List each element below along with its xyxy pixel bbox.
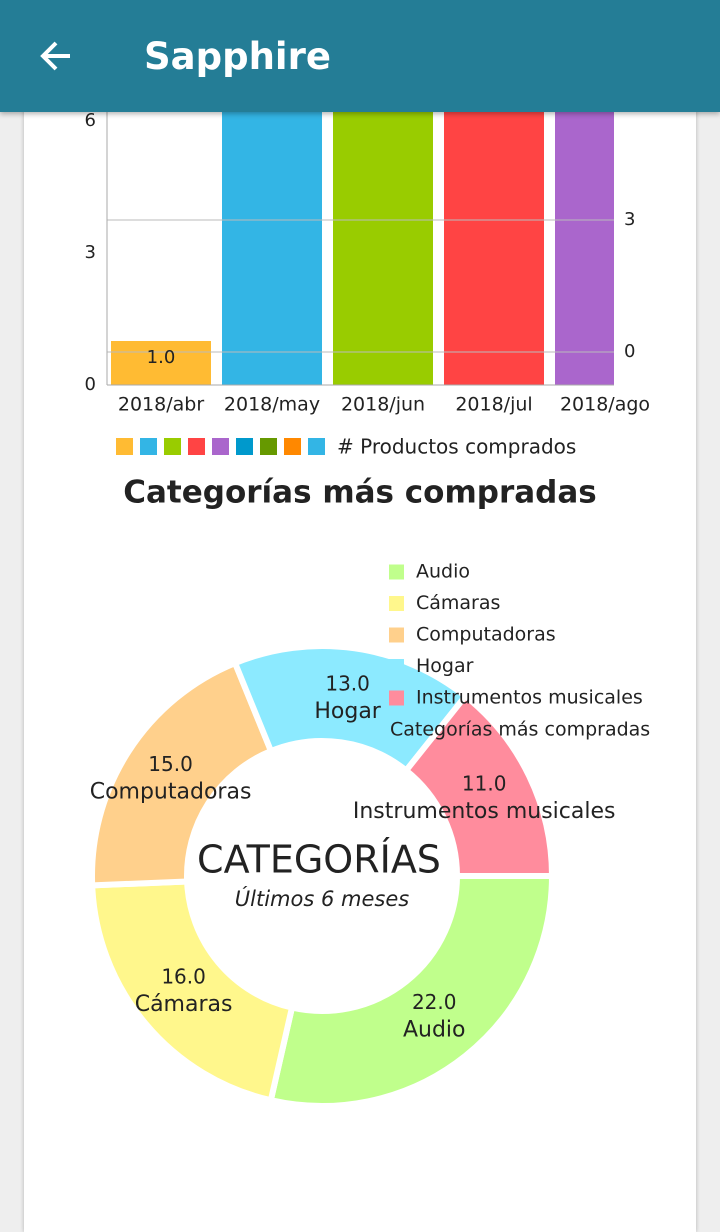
bar	[111, 341, 211, 385]
x-tick-label: 2018/jul	[455, 394, 532, 416]
slice-value-label: 15.0	[148, 752, 193, 776]
legend-swatch	[389, 690, 404, 706]
y2-tick-label: 3	[624, 209, 635, 230]
legend-swatch	[116, 438, 133, 455]
slice-category-label: Audio	[403, 1018, 466, 1043]
slice-category-label: Computadoras	[90, 780, 252, 805]
app-title: Sapphire	[144, 35, 331, 78]
y-tick-label: 6	[85, 110, 96, 131]
center-subtitle: Últimos 6 meses	[235, 886, 409, 911]
slice-value-label: 16.0	[161, 965, 206, 989]
slice-value-label: 22.0	[412, 990, 457, 1014]
legend-swatch	[308, 438, 325, 455]
slice-category-label: Instrumentos musicales	[353, 799, 616, 824]
back-button[interactable]	[36, 36, 76, 76]
legend-swatch	[389, 627, 404, 643]
hole-ring	[185, 739, 459, 1013]
legend-swatch	[140, 438, 157, 455]
legend-label: Audio	[416, 561, 470, 583]
center-title: CATEGORÍAS	[197, 838, 441, 882]
x-tick-label: 2018/abr	[118, 394, 204, 416]
slice-category-label: Cámaras	[135, 992, 233, 1017]
legend-swatch	[284, 438, 301, 455]
x-tick-label: 2018/jun	[341, 394, 425, 416]
legend-label: # Productos comprados	[337, 435, 576, 459]
legend-label: Computadoras	[416, 624, 556, 646]
legend-label: Instrumentos musicales	[416, 687, 643, 709]
y-tick-label: 0	[85, 374, 96, 395]
x-tick-label: 2018/may	[224, 394, 320, 416]
legend-swatch	[212, 438, 229, 455]
app-bar: Sapphire	[0, 0, 720, 112]
legend-label: Hogar	[416, 655, 474, 677]
x-tick-label: 2018/ago	[560, 394, 650, 416]
bar	[444, 77, 544, 385]
y2-tick-label: 0	[624, 341, 635, 362]
legend-swatch	[389, 564, 404, 580]
legend-swatch	[260, 438, 277, 455]
legend-label: Cámaras	[416, 592, 500, 614]
legend-swatch	[164, 438, 181, 455]
legend-swatch	[236, 438, 253, 455]
bar	[555, 77, 614, 385]
slice-category-label: Hogar	[314, 699, 381, 724]
slice-value-label: 13.0	[325, 671, 370, 695]
chart-title: Categorías más compradas	[123, 475, 596, 511]
bar	[222, 77, 322, 385]
slice-value-label: 11.0	[462, 771, 507, 795]
value-label: 1.0	[147, 347, 176, 368]
y-tick-label: 3	[85, 242, 96, 263]
legend-swatch	[389, 659, 404, 674]
legend-description: Categorías más compradas	[390, 719, 650, 741]
bar	[333, 77, 433, 385]
legend-swatch	[389, 596, 404, 611]
bars	[111, 77, 614, 385]
legend-swatch	[188, 438, 205, 455]
